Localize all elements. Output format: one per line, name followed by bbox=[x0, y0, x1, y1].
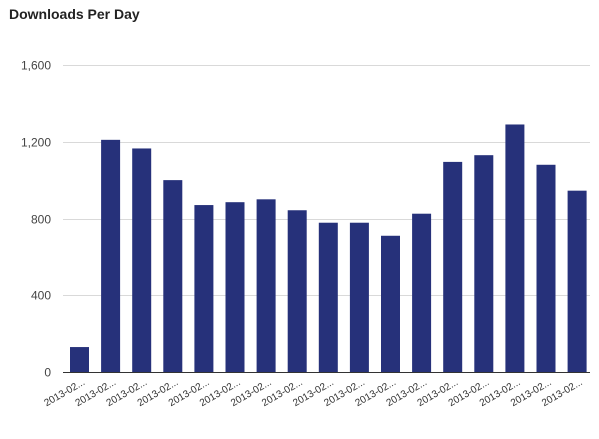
y-tick-label: 1,200 bbox=[21, 136, 51, 150]
bar[interactable] bbox=[101, 139, 121, 372]
bar[interactable] bbox=[505, 124, 525, 372]
bar[interactable] bbox=[443, 161, 463, 372]
bar[interactable] bbox=[349, 222, 369, 372]
y-tick-label: 0 bbox=[44, 366, 51, 380]
bar[interactable] bbox=[132, 148, 152, 372]
bar-layer bbox=[70, 124, 587, 372]
y-tick-label: 1,600 bbox=[21, 59, 51, 73]
y-tick-label: 800 bbox=[31, 213, 51, 227]
bar[interactable] bbox=[318, 222, 338, 372]
bar[interactable] bbox=[163, 180, 183, 372]
chart-title: Downloads Per Day bbox=[9, 6, 140, 22]
bar[interactable] bbox=[474, 155, 494, 372]
bar[interactable] bbox=[287, 210, 307, 372]
bar[interactable] bbox=[256, 199, 276, 372]
bar[interactable] bbox=[70, 347, 89, 372]
bar[interactable] bbox=[567, 190, 587, 372]
bar[interactable] bbox=[225, 202, 245, 372]
bar[interactable] bbox=[412, 213, 432, 372]
bar[interactable] bbox=[381, 235, 400, 372]
bar[interactable] bbox=[194, 205, 214, 372]
y-tick-label: 400 bbox=[31, 289, 51, 303]
bar[interactable] bbox=[536, 164, 556, 372]
